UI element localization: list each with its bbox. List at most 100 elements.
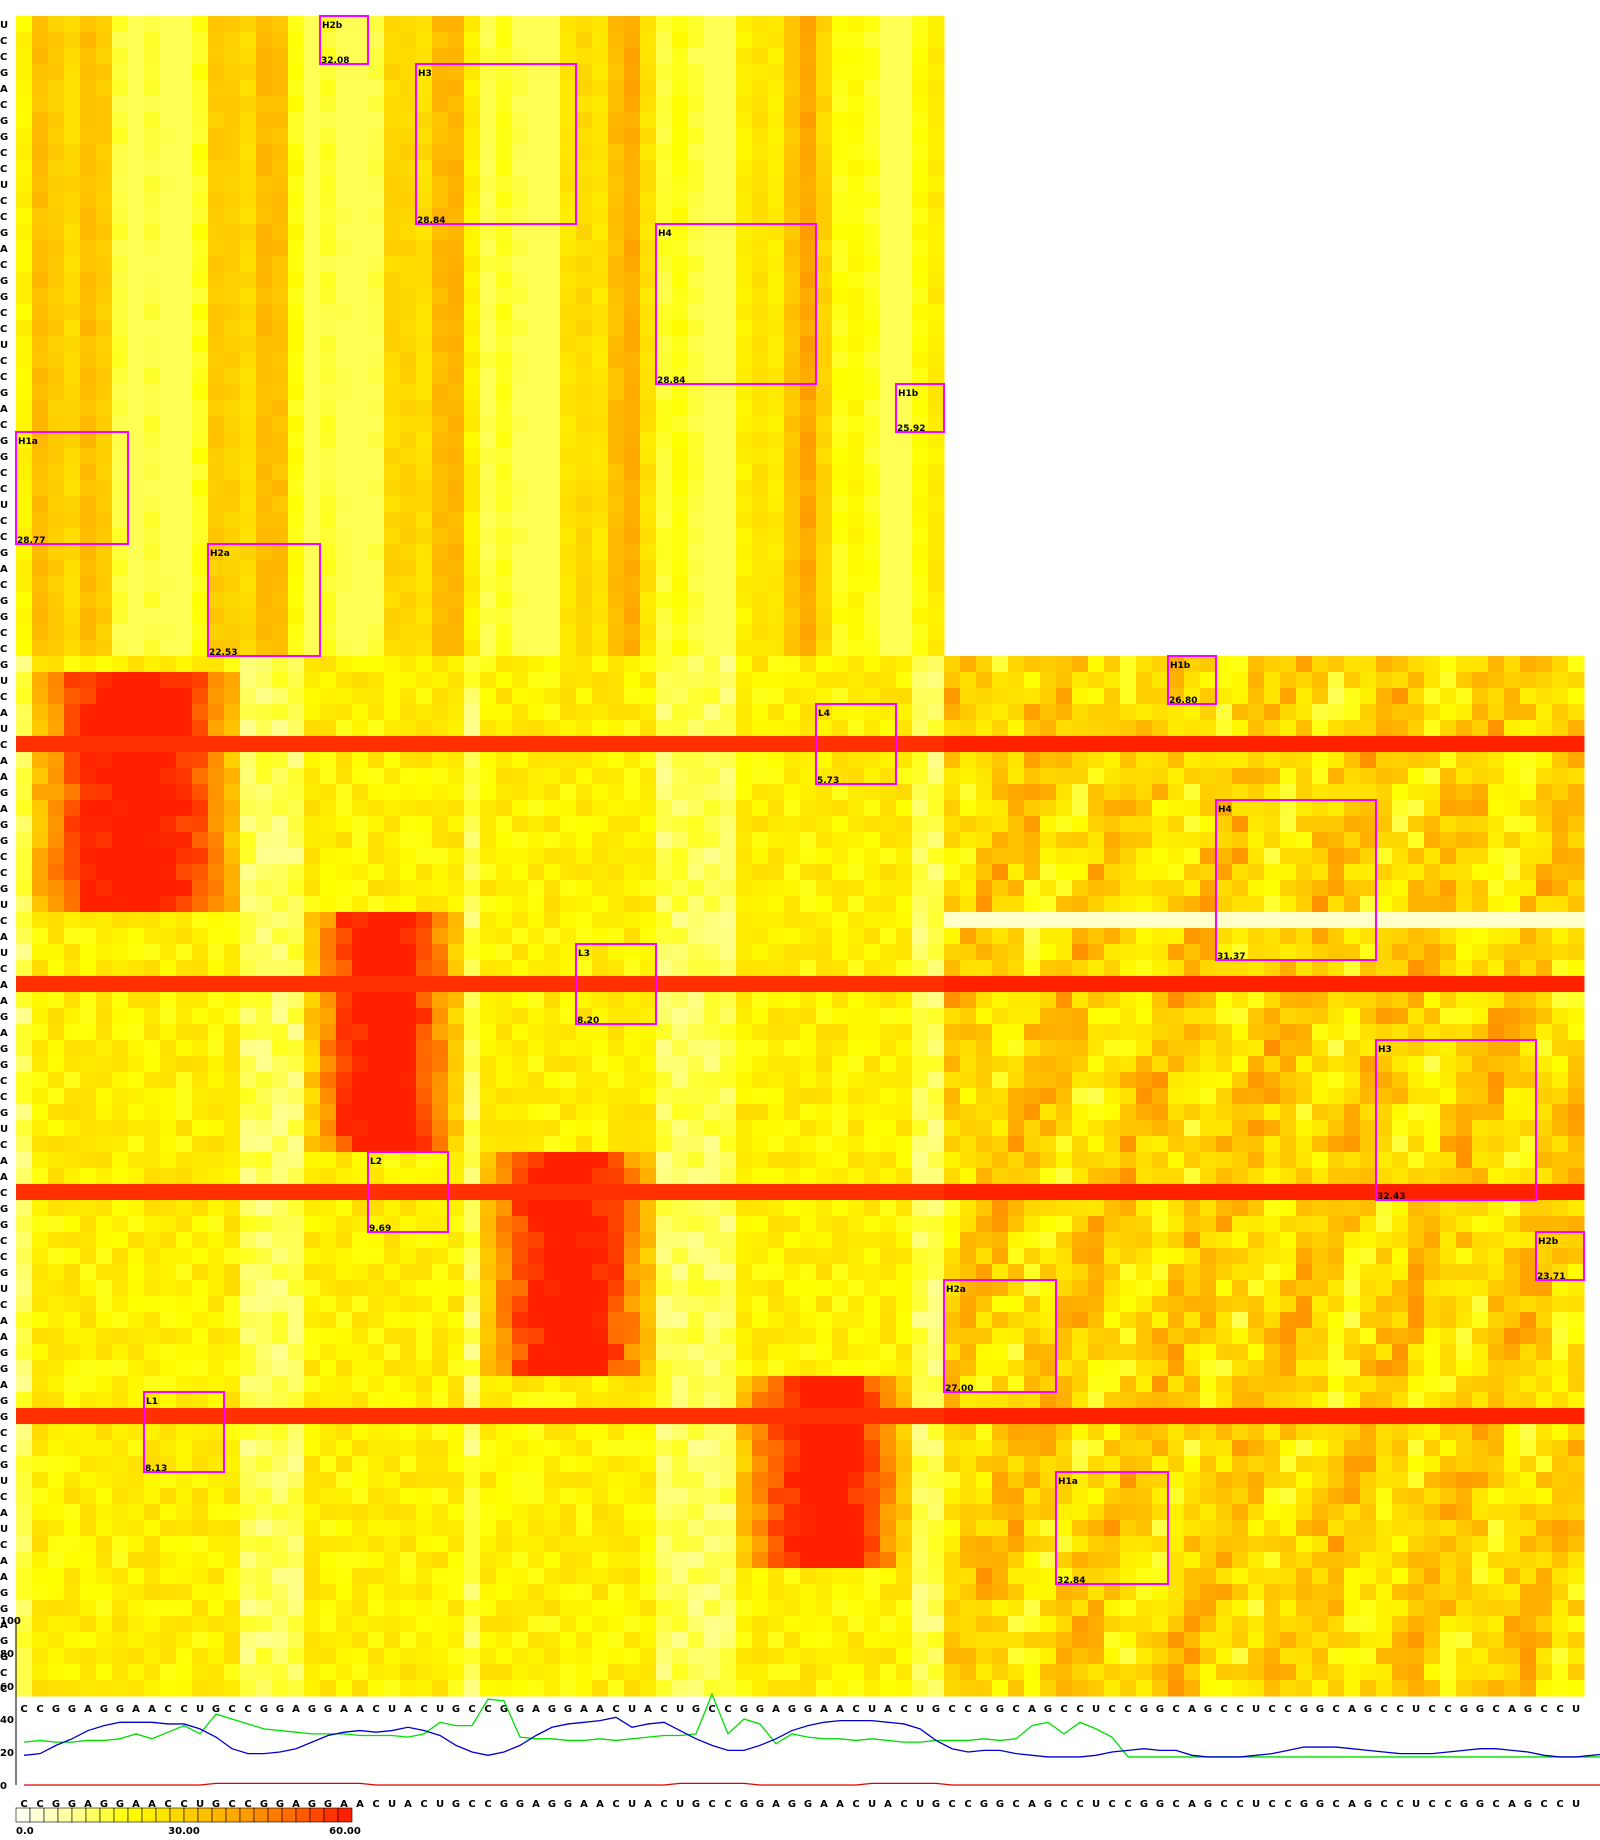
heatmap-cell (400, 320, 417, 337)
heatmap-cell (1536, 928, 1553, 945)
heatmap-cell (800, 784, 817, 801)
heatmap-cell (848, 208, 865, 225)
heatmap-cell (1072, 832, 1089, 849)
heatmap-cell (1536, 672, 1553, 689)
heatmap-cell (832, 512, 849, 529)
heatmap-cell (1472, 928, 1489, 945)
heatmap-cell (1472, 704, 1489, 721)
heatmap-cell (672, 640, 689, 657)
heatmap-cell (848, 752, 865, 769)
heatmap-cell (992, 992, 1009, 1009)
heatmap-cell (544, 224, 561, 241)
heatmap-cell (224, 848, 241, 865)
heatmap-cell (1392, 1072, 1409, 1089)
heatmap-cell (240, 304, 257, 321)
heatmap-cell (928, 112, 945, 129)
heatmap-cell (352, 352, 369, 369)
heatmap-cell (336, 800, 353, 817)
heatmap-cell (528, 464, 545, 481)
heatmap-cell (16, 576, 33, 593)
heatmap-cell (816, 960, 833, 977)
heatmap-cell (992, 1056, 1009, 1073)
heatmap-cell (1136, 768, 1153, 785)
heatmap-cell (368, 624, 385, 641)
heatmap-cell (976, 1040, 993, 1057)
heatmap-cell (384, 304, 401, 321)
heatmap-cell (480, 896, 497, 913)
heatmap-cell (784, 896, 801, 913)
heatmap-cell (208, 1056, 225, 1073)
heatmap-cell (640, 480, 657, 497)
heatmap-cell (816, 1024, 833, 1041)
heatmap-cell (960, 880, 977, 897)
heatmap-cell (880, 32, 897, 49)
heatmap-cell (576, 144, 593, 161)
heatmap-cell (192, 224, 209, 241)
heatmap-cell (1408, 928, 1425, 945)
heatmap-cell (192, 352, 209, 369)
heatmap-cell (608, 160, 625, 177)
heatmap-cell (432, 32, 449, 49)
heatmap-cell (800, 1008, 817, 1025)
heatmap-cell (1120, 768, 1137, 785)
heatmap-cell (304, 368, 321, 385)
heatmap-cell (272, 688, 289, 705)
heatmap-cell (288, 304, 305, 321)
heatmap-cell (576, 960, 593, 977)
heatmap-cell (64, 192, 81, 209)
heatmap-cell (1136, 1008, 1153, 1025)
heatmap-cell (512, 656, 529, 673)
heatmap-cell (128, 16, 145, 33)
heatmap-cell (512, 1088, 529, 1105)
heatmap-cell (256, 672, 273, 689)
heatmap-cell (160, 416, 177, 433)
heatmap-cell (704, 768, 721, 785)
heatmap-cell (288, 80, 305, 97)
heatmap-cell (608, 944, 625, 961)
heatmap-cell (1232, 1008, 1249, 1025)
heatmap-cell (352, 672, 369, 689)
heatmap-cell (304, 1008, 321, 1025)
heatmap-cell (656, 400, 673, 417)
heatmap-cell (192, 304, 209, 321)
heatmap-cell (160, 1072, 177, 1089)
heatmap-cell (816, 656, 833, 673)
heatmap-cell (144, 528, 161, 545)
heatmap-cell (1184, 816, 1201, 833)
heatmap-cell (1168, 704, 1185, 721)
heatmap-cell (448, 1088, 465, 1105)
heatmap-cell (848, 992, 865, 1009)
heatmap-cell (112, 512, 129, 529)
heatmap-cell (608, 672, 625, 689)
heatmap-cell (176, 672, 193, 689)
heatmap-cell (640, 592, 657, 609)
heatmap-cell (144, 560, 161, 577)
heatmap-cell (1568, 784, 1585, 801)
heatmap-cell (1488, 944, 1505, 961)
heatmap-cell (784, 704, 801, 721)
heatmap-cell (400, 544, 417, 561)
heatmap-cell (640, 832, 657, 849)
heatmap-cell (48, 768, 65, 785)
heatmap-cell (96, 64, 113, 81)
heatmap-cell (1424, 688, 1441, 705)
heatmap-cell (640, 736, 657, 753)
heatmap-cell (48, 336, 65, 353)
heatmap-cell (896, 96, 913, 113)
heatmap-cell (912, 656, 929, 673)
heatmap-cell (16, 544, 33, 561)
heatmap-cell (544, 288, 561, 305)
heatmap-cell (864, 864, 881, 881)
heatmap-cell (544, 272, 561, 289)
heatmap-cell (304, 752, 321, 769)
heatmap-cell (608, 832, 625, 849)
heatmap-cell (176, 864, 193, 881)
heatmap-cell (208, 704, 225, 721)
heatmap-cell (368, 640, 385, 657)
heatmap-cell (1472, 1008, 1489, 1025)
heatmap-cell (432, 576, 449, 593)
heatmap-cell (400, 144, 417, 161)
heatmap-cell (1328, 848, 1345, 865)
heatmap-cell (240, 240, 257, 257)
heatmap-cell (96, 672, 113, 689)
